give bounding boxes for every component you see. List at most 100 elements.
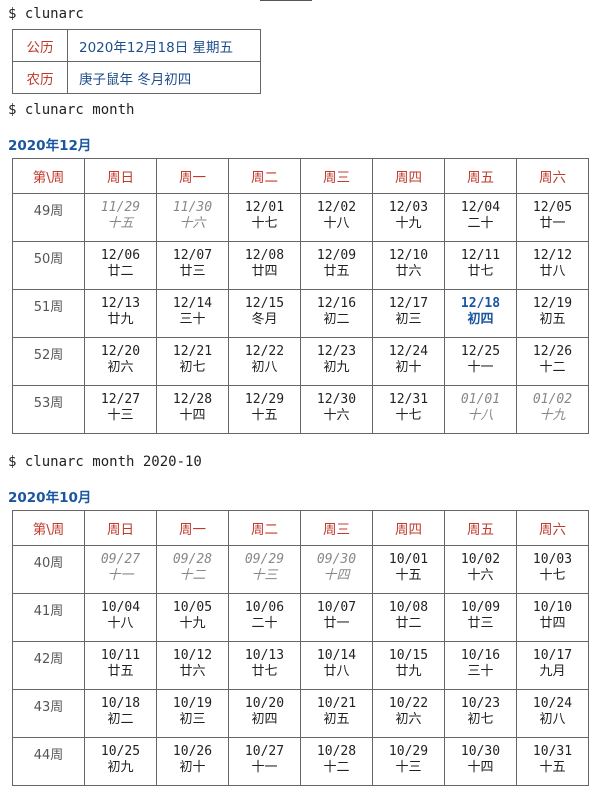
day-cell: 12/01 十七 [228, 193, 301, 242]
lunar-date: 廿九 [107, 312, 134, 327]
day-cell: 12/02 十八 [300, 193, 373, 242]
lunar-date: 初七 [467, 712, 494, 727]
lunar-date: 廿五 [107, 664, 134, 679]
solar-date: 10/06 [244, 600, 285, 615]
solar-date: 10/23 [460, 696, 501, 711]
lunar-date: 初六 [107, 360, 134, 375]
calendar-header-row: 第\周 周日 周一 周二 周三 周四 周五 周六 [12, 158, 589, 194]
day-cell: 12/14 三十 [156, 289, 229, 338]
solar-date: 10/18 [100, 696, 141, 711]
solar-date: 10/22 [388, 696, 429, 711]
day-cell: 12/28 十四 [156, 385, 229, 434]
lunar-date: 十一 [467, 360, 494, 375]
solar-date: 12/21 [172, 344, 213, 359]
solar-date: 12/09 [316, 248, 357, 263]
solar-date: 12/02 [316, 200, 357, 215]
lunar-date: 廿三 [467, 616, 494, 631]
week-number: 52周 [12, 337, 85, 386]
solar-date: 09/27 [100, 552, 141, 567]
lunar-date: 十三 [395, 760, 422, 775]
command-clunarc-month-2020-10: $ clunarc month 2020-10 [8, 454, 202, 470]
week-number: 44周 [12, 737, 85, 786]
lunar-date: 廿七 [467, 264, 494, 279]
day-cell: 12/17 初三 [372, 289, 445, 338]
lunar-date: 十六 [179, 216, 206, 231]
solar-date: 12/14 [172, 296, 213, 311]
solar-date: 11/30 [172, 200, 213, 215]
solar-date: 10/01 [388, 552, 429, 567]
week-number: 49周 [12, 193, 85, 242]
lunar-row: 农历 庚子鼠年 冬月初四 [12, 61, 261, 94]
solar-date: 12/22 [244, 344, 285, 359]
day-cell: 12/16 初二 [300, 289, 373, 338]
day-cell: 10/01 十五 [372, 545, 445, 594]
day-cell: 01/02 十九 [516, 385, 589, 434]
lunar-date: 十七 [251, 216, 278, 231]
day-cell: 10/02 十六 [444, 545, 517, 594]
solar-date: 10/02 [460, 552, 501, 567]
week-number: 43周 [12, 689, 85, 738]
day-cell: 10/26 初十 [156, 737, 229, 786]
day-cell: 10/17 九月 [516, 641, 589, 690]
lunar-date: 初九 [323, 360, 350, 375]
lunar-date: 十五 [251, 408, 278, 423]
solar-date: 09/28 [172, 552, 213, 567]
lunar-date: 初五 [539, 312, 566, 327]
lunar-date: 廿一 [539, 216, 566, 231]
day-cell: 12/22 初八 [228, 337, 301, 386]
solar-date: 12/08 [244, 248, 285, 263]
lunar-date: 廿六 [395, 264, 422, 279]
day-cell: 09/27 十一 [84, 545, 157, 594]
weekday-header: 周五 [444, 510, 517, 546]
lunar-date: 廿八 [323, 664, 350, 679]
solar-date: 10/17 [532, 648, 573, 663]
day-cell: 10/05 十九 [156, 593, 229, 642]
day-cell: 10/10 廿四 [516, 593, 589, 642]
day-cell: 10/09 廿三 [444, 593, 517, 642]
week-number: 42周 [12, 641, 85, 690]
solar-date: 10/11 [100, 648, 141, 663]
day-cell: 12/06 廿二 [84, 241, 157, 290]
solar-date: 10/19 [172, 696, 213, 711]
lunar-date: 十七 [395, 408, 422, 423]
lunar-date: 初四 [467, 312, 494, 327]
solar-date: 10/24 [532, 696, 573, 711]
weekday-header: 周日 [84, 158, 157, 194]
week-row: 42周 10/11 廿五 10/12 廿六 10/13 廿七 10/14 廿八 10/15 廿九 10… [12, 641, 589, 690]
day-cell: 12/19 初五 [516, 289, 589, 338]
weekday-header: 周一 [156, 158, 229, 194]
weekday-header: 周四 [372, 510, 445, 546]
solar-date: 12/05 [532, 200, 573, 215]
day-cell: 10/20 初四 [228, 689, 301, 738]
lunar-date: 十九 [395, 216, 422, 231]
day-cell: 12/23 初九 [300, 337, 373, 386]
week-number-header: 第\周 [12, 158, 85, 194]
day-cell: 10/03 十七 [516, 545, 589, 594]
top-divider [260, 0, 312, 1]
day-cell: 10/07 廿一 [300, 593, 373, 642]
day-cell: 12/11 廿七 [444, 241, 517, 290]
solar-date: 12/15 [244, 296, 285, 311]
day-cell: 12/20 初六 [84, 337, 157, 386]
calendar-header-row: 第\周 周日 周一 周二 周三 周四 周五 周六 [12, 510, 589, 546]
solar-date: 10/15 [388, 648, 429, 663]
weekday-header: 周六 [516, 510, 589, 546]
day-cell: 12/10 廿六 [372, 241, 445, 290]
week-row: 43周 10/18 初二 10/19 初三 10/20 初四 10/21 初五 10/22 初六 10… [12, 689, 589, 738]
day-cell: 12/04 二十 [444, 193, 517, 242]
weekday-header: 周六 [516, 158, 589, 194]
lunar-date: 初三 [179, 712, 206, 727]
day-cell: 10/22 初六 [372, 689, 445, 738]
lunar-date: 初七 [179, 360, 206, 375]
solar-date: 10/07 [316, 600, 357, 615]
solar-date: 12/27 [100, 392, 141, 407]
day-cell: 09/28 十二 [156, 545, 229, 594]
solar-date: 12/31 [388, 392, 429, 407]
calendar-dec: 第\周 周日 周一 周二 周三 周四 周五 周六 49周 11/29 十五 11/30 十六 12/01… [12, 158, 589, 434]
solar-date: 12/26 [532, 344, 573, 359]
day-cell: 01/01 十八 [444, 385, 517, 434]
lunar-date: 廿五 [323, 264, 350, 279]
day-cell-today: 12/18 初四 [444, 289, 517, 338]
day-cell: 10/18 初二 [84, 689, 157, 738]
solar-date: 12/01 [244, 200, 285, 215]
